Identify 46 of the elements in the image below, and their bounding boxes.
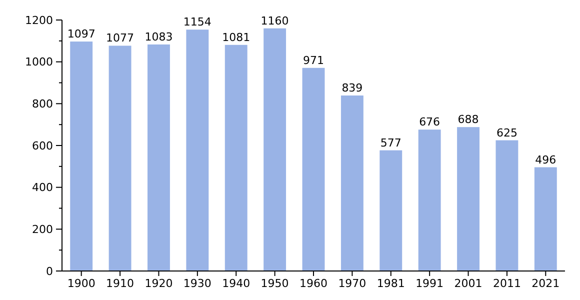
x-tick-label: 2021 bbox=[532, 277, 560, 290]
data-label: 625 bbox=[496, 126, 518, 140]
bar bbox=[224, 44, 248, 271]
x-tick-label: 1960 bbox=[300, 277, 328, 290]
data-label: 839 bbox=[342, 82, 363, 95]
y-tick-label: 600 bbox=[32, 139, 53, 152]
data-label: 1154 bbox=[183, 16, 212, 29]
bar bbox=[302, 68, 325, 271]
data-label: 1083 bbox=[144, 30, 173, 44]
y-tick-label: 1200 bbox=[25, 14, 53, 27]
x-tick-label: 1920 bbox=[144, 277, 173, 290]
bar bbox=[534, 167, 557, 271]
data-label: 1081 bbox=[222, 30, 250, 44]
x-tick-label: 1930 bbox=[183, 277, 212, 290]
data-label: 971 bbox=[303, 54, 324, 67]
bar bbox=[70, 42, 93, 271]
x-tick-label: 1910 bbox=[106, 277, 134, 290]
data-label: 676 bbox=[419, 116, 440, 129]
y-tick-label: 400 bbox=[32, 181, 53, 194]
y-tick-label: 1000 bbox=[25, 56, 53, 69]
data-label: 688 bbox=[458, 113, 479, 126]
data-label: 1160 bbox=[260, 14, 289, 28]
x-tick-label: 1950 bbox=[260, 277, 289, 290]
data-label: 577 bbox=[380, 136, 402, 150]
data-label: 1097 bbox=[67, 28, 96, 41]
y-tick-label: 200 bbox=[32, 223, 53, 236]
y-tick-label: 0 bbox=[46, 264, 53, 278]
bar bbox=[264, 28, 286, 271]
x-tick-label: 1991 bbox=[416, 277, 444, 290]
x-tick-label: 1900 bbox=[67, 277, 96, 290]
x-tick-label: 1981 bbox=[376, 277, 405, 290]
data-label: 496 bbox=[535, 153, 556, 166]
bar bbox=[186, 30, 209, 271]
x-tick-label: 1940 bbox=[222, 277, 250, 290]
x-tick-label: 2011 bbox=[492, 277, 521, 290]
bar bbox=[108, 46, 132, 271]
x-tick-label: 1970 bbox=[338, 277, 366, 290]
data-label: 1077 bbox=[106, 32, 134, 45]
bar bbox=[457, 127, 480, 271]
x-tick-label: 2001 bbox=[454, 277, 482, 290]
bar bbox=[418, 130, 441, 271]
bar bbox=[340, 96, 364, 271]
bar bbox=[380, 150, 402, 271]
bar bbox=[148, 44, 170, 271]
bar bbox=[496, 140, 518, 271]
y-tick-label: 800 bbox=[32, 98, 53, 111]
